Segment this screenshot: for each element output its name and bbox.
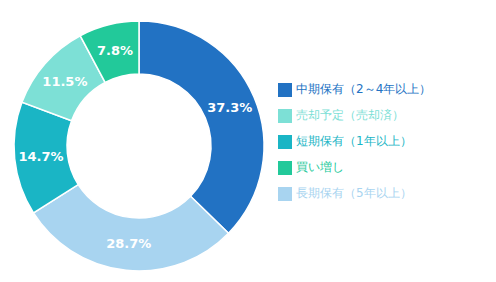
html-text:短期保有（1年以上）: 短期保有（1年以上） (296, 134, 412, 148)
html-text:売却予定（売却済）: 売却予定（売却済） (296, 108, 404, 122)
svg-text:37.3%: 37.3% (207, 100, 252, 115)
html-text:買い増し: 買い増し (296, 160, 344, 174)
svg-text:11.5%: 11.5% (42, 74, 87, 89)
html-text:中期保有（2～4年以上）: 中期保有（2～4年以上） (296, 82, 432, 96)
html-text:長期保有（5年以上）: 長期保有（5年以上） (296, 186, 412, 200)
svg-text:14.7%: 14.7% (18, 149, 63, 164)
svg-text:7.8%: 7.8% (97, 43, 133, 58)
svg-text:28.7%: 28.7% (106, 236, 151, 251)
